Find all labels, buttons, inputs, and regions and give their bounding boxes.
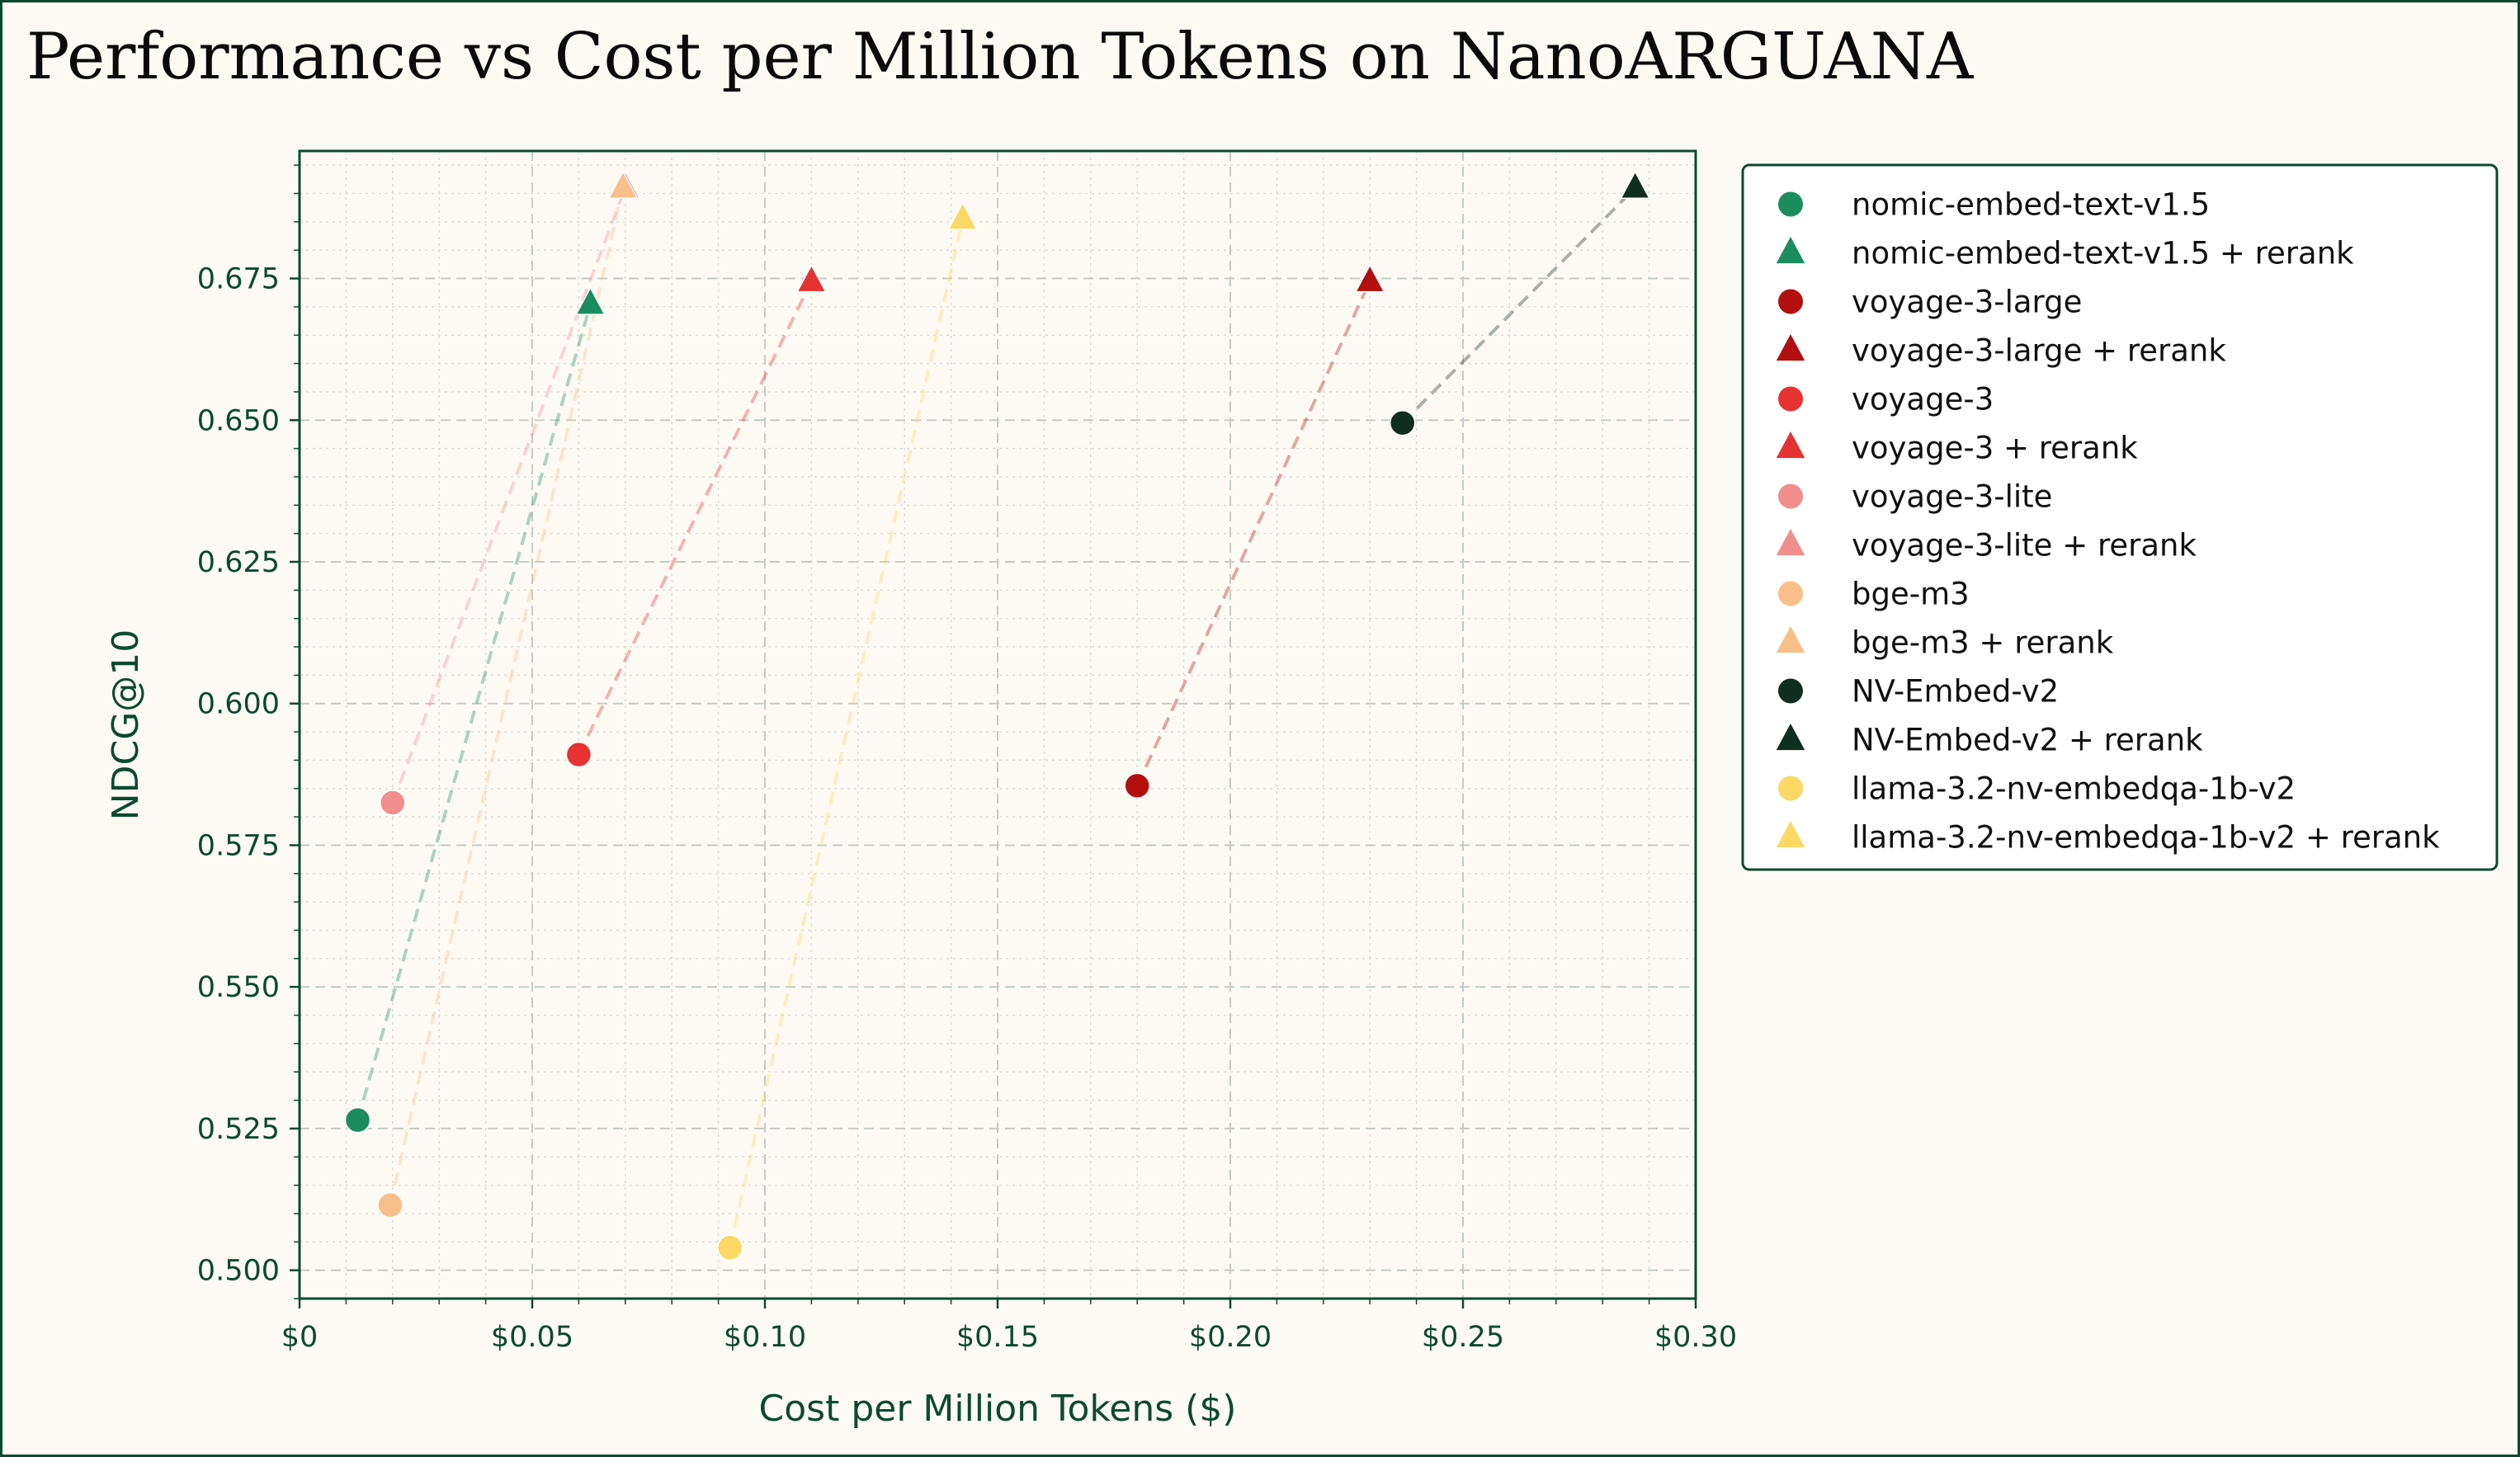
legend-marker <box>1776 820 1805 848</box>
legend-label: voyage-3-large + rerank <box>1852 333 2226 369</box>
legend-entry: NV-Embed-v2 + rerank <box>1776 723 2203 758</box>
legend-marker <box>1778 386 1803 412</box>
y-tick-label: 0.500 <box>197 1255 280 1288</box>
legend-marker <box>1776 333 1805 361</box>
legend-marker <box>1776 723 1805 751</box>
data-point <box>607 170 639 199</box>
data-point <box>1389 409 1416 436</box>
legend-entry: llama-3.2-nv-embedqa-1b-v2 + rerank <box>1776 820 2440 856</box>
data-point <box>1620 170 1651 199</box>
x-axis: $0 $0.05 $0.10 $0.15 $0.20 $0.25 $0.30 <box>281 1299 1737 1354</box>
legend-entry: voyage-3 <box>1778 382 1994 417</box>
connector-line <box>1135 281 1372 787</box>
legend-label: voyage-3 <box>1852 382 1994 417</box>
legend-entry: llama-3.2-nv-embedqa-1b-v2 <box>1778 771 2296 807</box>
legend-entry: NV-Embed-v2 <box>1778 674 2059 710</box>
connector-line <box>1401 186 1637 425</box>
x-axis-label: Cost per Million Tokens ($) <box>759 1388 1237 1430</box>
data-points <box>344 170 1651 1261</box>
connector-line <box>577 281 814 756</box>
connector-line <box>356 303 592 1121</box>
connector-line <box>389 187 625 1206</box>
legend-marker <box>1778 191 1803 217</box>
data-point <box>574 286 606 315</box>
legend-label: bge-m3 + rerank <box>1852 625 2114 661</box>
legend-entry: voyage-3-large + rerank <box>1776 333 2226 369</box>
y-tick-label: 0.625 <box>197 546 280 579</box>
legend-entry: nomic-embed-text-v1.5 <box>1778 187 2210 223</box>
data-point <box>947 201 979 230</box>
x-tick-label: $0.25 <box>1422 1321 1504 1354</box>
data-point <box>565 741 592 768</box>
legend-label: llama-3.2-nv-embedqa-1b-v2 + rerank <box>1852 820 2440 856</box>
legend-label: voyage-3-lite <box>1852 479 2052 515</box>
legend-marker <box>1778 289 1803 314</box>
data-point <box>1124 772 1150 799</box>
legend-label: NV-Embed-v2 + rerank <box>1852 723 2203 758</box>
x-tick-label: $0.05 <box>491 1321 573 1354</box>
legend-marker <box>1778 776 1803 801</box>
data-point <box>377 1191 403 1219</box>
legend-label: voyage-3-large <box>1852 285 2082 320</box>
legend-marker <box>1776 236 1805 264</box>
legend-entry: nomic-embed-text-v1.5 + rerank <box>1776 236 2354 271</box>
x-tick-label: $0 <box>281 1321 319 1354</box>
legend-marker <box>1776 625 1805 653</box>
legend-label: bge-m3 <box>1852 577 1970 612</box>
legend-marker <box>1776 528 1805 556</box>
legend-label: nomic-embed-text-v1.5 + rerank <box>1852 236 2354 271</box>
y-tick-label: 0.525 <box>197 1113 280 1146</box>
legend-box <box>1741 163 2499 871</box>
connector-line <box>728 218 965 1248</box>
legend-label: voyage-3-lite + rerank <box>1852 528 2197 563</box>
x-tick-label: $0.20 <box>1189 1321 1272 1354</box>
connector-line <box>390 186 627 804</box>
y-tick-label: 0.600 <box>197 688 280 721</box>
legend-marker <box>1776 431 1805 459</box>
y-axis-label: NDCG@10 <box>105 629 147 821</box>
y-axis: 0.500 0.525 0.550 0.575 0.600 0.625 0.650 0.675 <box>197 164 300 1299</box>
data-point <box>795 263 827 293</box>
y-tick-label: 0.675 <box>197 263 280 296</box>
data-point <box>716 1234 743 1261</box>
legend-label: voyage-3 + rerank <box>1852 431 2138 466</box>
legend-entry: bge-m3 <box>1778 577 1970 612</box>
y-tick-label: 0.575 <box>197 829 280 862</box>
legend-label: nomic-embed-text-v1.5 <box>1852 187 2210 223</box>
legend-marker <box>1778 678 1803 704</box>
data-point <box>1354 263 1385 293</box>
connector-lines <box>356 186 1637 1248</box>
legend-entry: voyage-3-lite + rerank <box>1776 528 2197 563</box>
x-tick-label: $0.15 <box>956 1321 1039 1354</box>
legend-entry: voyage-3-lite <box>1778 479 2052 515</box>
data-point <box>344 1106 371 1134</box>
y-tick-label: 0.650 <box>197 404 280 437</box>
chart-title: Performance vs Cost per Million Tokens o… <box>26 20 1975 94</box>
data-point <box>380 790 406 816</box>
x-tick-label: $0.10 <box>724 1321 806 1354</box>
legend-marker <box>1778 581 1803 606</box>
x-tick-label: $0.30 <box>1654 1321 1737 1354</box>
y-tick-label: 0.550 <box>197 971 280 1004</box>
legend-entry: voyage-3-large <box>1778 285 2082 320</box>
grid <box>299 151 1697 1299</box>
legend-entry: bge-m3 + rerank <box>1776 625 2114 661</box>
legend-label: NV-Embed-v2 <box>1852 674 2059 710</box>
legend-entry: voyage-3 + rerank <box>1776 431 2138 466</box>
legend: nomic-embed-text-v1.5 nomic-embed-text-v1… <box>1741 163 2499 871</box>
legend-marker <box>1778 483 1803 509</box>
legend-label: llama-3.2-nv-embedqa-1b-v2 <box>1852 771 2296 807</box>
